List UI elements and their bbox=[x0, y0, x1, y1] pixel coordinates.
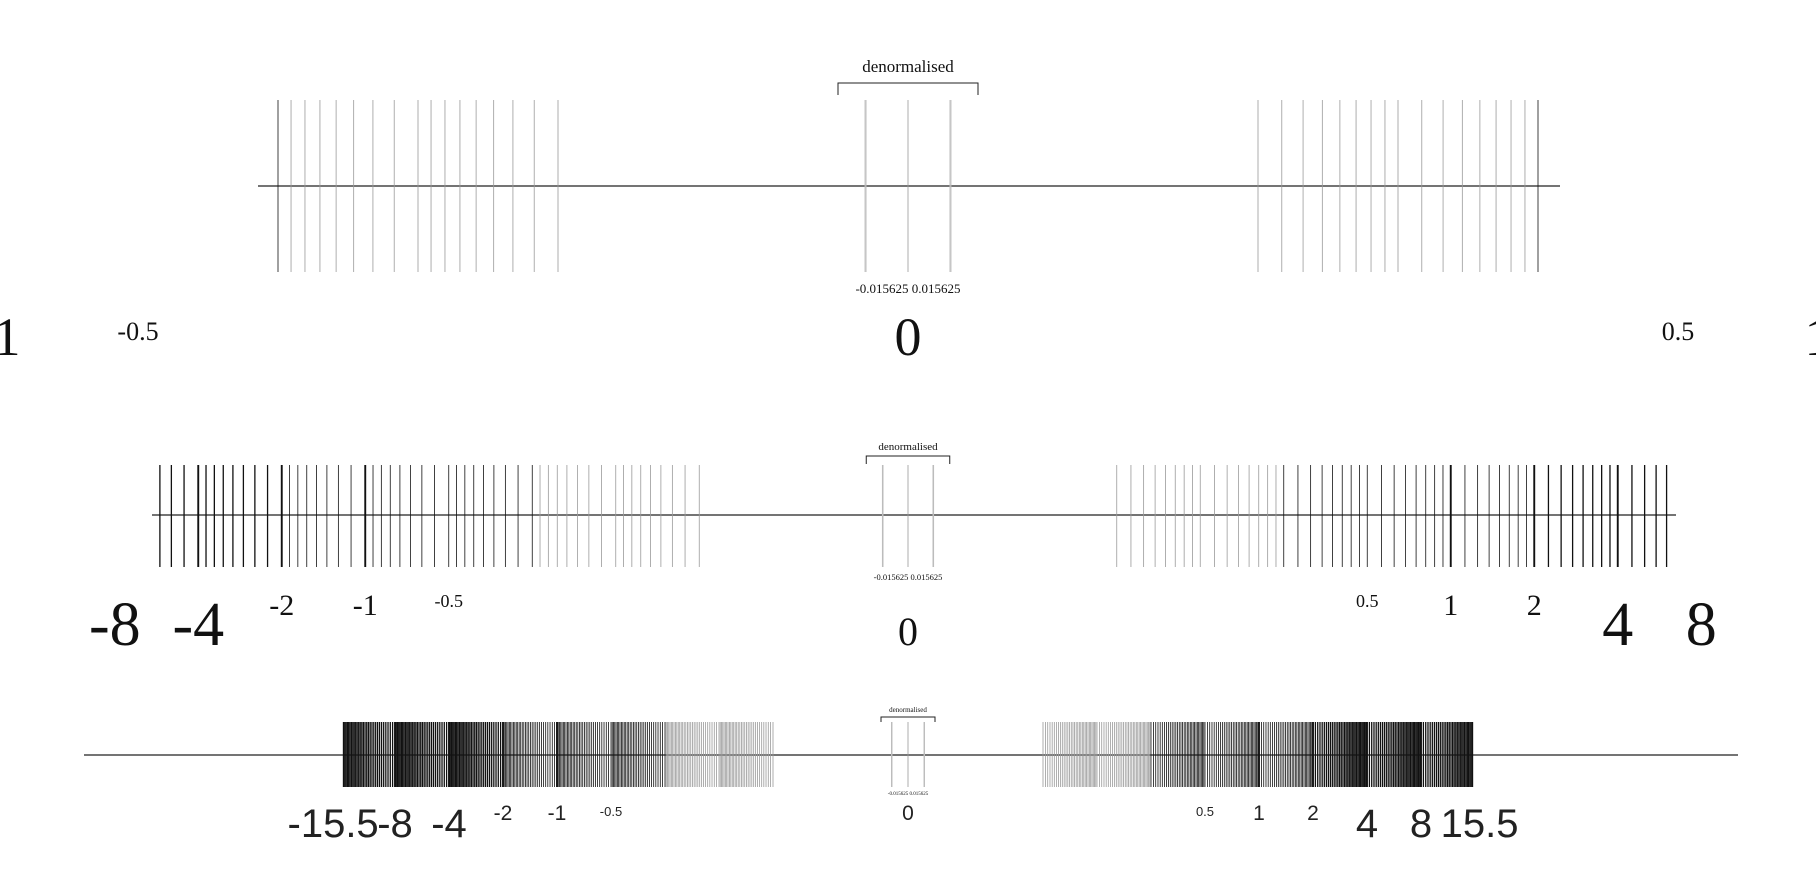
tick-label: 8 bbox=[1410, 802, 1432, 846]
subnormal-bounds-label: -0.015625 0.015625 bbox=[855, 281, 960, 296]
tick-label: 0.5 bbox=[1662, 317, 1695, 346]
denormalised-caption: denormalised bbox=[862, 57, 954, 76]
tick-label: 0.5 bbox=[1356, 591, 1379, 611]
tick-label: 4 bbox=[1356, 802, 1378, 846]
subnormal-bounds-label: -0.015625 0.015625 bbox=[888, 792, 929, 797]
tick-label: 0 bbox=[902, 802, 914, 825]
subnormal-bounds-label: -0.015625 0.015625 bbox=[874, 572, 943, 582]
tick-label: 4 bbox=[1602, 591, 1633, 659]
tick-label: -4 bbox=[172, 591, 224, 659]
tick-label: -0.5 bbox=[600, 804, 622, 819]
denormalised-bracket bbox=[880, 716, 936, 722]
tick-label: 1 bbox=[1253, 802, 1265, 825]
tick-label: 8 bbox=[1686, 591, 1717, 659]
tick-label: -1 bbox=[0, 307, 20, 367]
denormalised-caption: denormalised bbox=[878, 441, 938, 453]
tick-label: 1 bbox=[1443, 589, 1458, 622]
tick-label: 0.5 bbox=[1196, 804, 1214, 819]
tick-label: 2 bbox=[1527, 589, 1542, 622]
tick-label: 0 bbox=[898, 609, 918, 654]
tick-label: -8 bbox=[89, 591, 141, 659]
number-line-scale-1: denormalised-0.015625 0.015625-4-2-1-0.5… bbox=[0, 57, 1816, 367]
tick-label: -4 bbox=[431, 802, 467, 846]
tick-label: -2 bbox=[269, 589, 294, 622]
denormalised-bracket bbox=[837, 82, 979, 95]
tick-label: -2 bbox=[494, 802, 513, 825]
tick-label: -1 bbox=[548, 802, 567, 825]
number-line-scale-3: denormalised -0.015625 0.015625 -15.5-8 -4 -… bbox=[84, 706, 1738, 846]
tick-label: -0.5 bbox=[117, 317, 158, 346]
tick-label: -8 bbox=[377, 802, 413, 846]
tick-label: 0 bbox=[895, 307, 922, 367]
tick-label: -15.5 bbox=[288, 802, 379, 846]
tick-label: -0.5 bbox=[435, 591, 464, 611]
denormalised-caption: denormalised bbox=[889, 706, 927, 714]
tick-label: 2 bbox=[1307, 802, 1319, 825]
tick-label: 15.5 bbox=[1441, 802, 1519, 846]
tick-label: -1 bbox=[353, 589, 378, 622]
denormalised-bracket bbox=[865, 455, 951, 464]
number-line-scale-2: denormalised -0.015625 0.015625 -8 -4 -2 -1 -0… bbox=[89, 441, 1717, 659]
tick-label: 1 bbox=[1805, 307, 1816, 367]
